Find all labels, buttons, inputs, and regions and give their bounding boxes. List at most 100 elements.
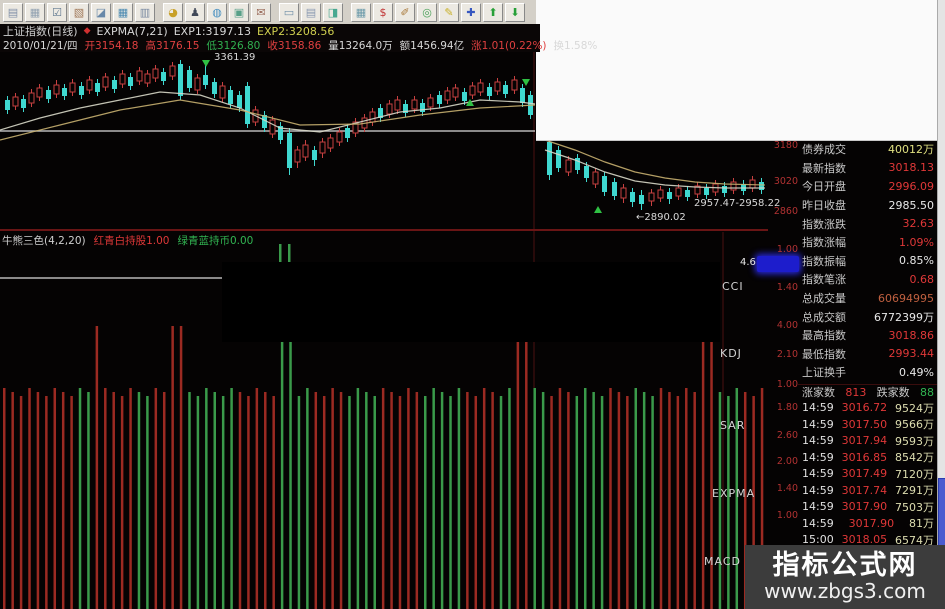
- stat-value: 0.49%: [899, 365, 934, 379]
- crown-icon[interactable]: ♟: [185, 2, 205, 22]
- stat-label: 指数振幅: [802, 254, 846, 268]
- pane-label-cci[interactable]: CCI: [722, 280, 744, 293]
- eraser-icon[interactable]: ◎: [417, 2, 437, 22]
- stat-label: 总成交量: [802, 292, 846, 306]
- refresh-icon[interactable]: ◨: [323, 2, 343, 22]
- info-token: 涨1.01(0.22%): [471, 39, 547, 52]
- layout-icon[interactable]: ▥: [135, 2, 155, 22]
- stat-value: 2993.44: [888, 347, 935, 361]
- peak-price-label: 3361.39: [214, 52, 256, 63]
- tools-icon[interactable]: ✐: [395, 2, 415, 22]
- selection-highlight[interactable]: [757, 256, 799, 272]
- tick-row[interactable]: 14:59 3016.72 9524万: [798, 400, 937, 417]
- tick-time: 14:59: [802, 434, 834, 448]
- scrollbar-thumb[interactable]: [938, 478, 945, 548]
- down-count-value: 88: [919, 385, 934, 399]
- info-token: 低3126.80: [206, 39, 261, 52]
- check-icon[interactable]: ☑: [47, 2, 67, 22]
- pie-icon[interactable]: ◕: [163, 2, 183, 22]
- panel-icon[interactable]: ▤: [301, 2, 321, 22]
- pencil-icon[interactable]: ✎: [439, 2, 459, 22]
- monitor-icon[interactable]: ▭: [279, 2, 299, 22]
- stat-value: 3018.86: [888, 328, 935, 342]
- formula-cash-label: 绿青蓝持币0.00: [177, 235, 254, 247]
- pane-label-expma[interactable]: EXPMA: [712, 487, 756, 500]
- tick-time: 14:59: [802, 417, 834, 431]
- tick-volume: 7120万: [894, 467, 934, 481]
- tick-time: 14:59: [802, 483, 834, 497]
- stat-label: 今日开盘: [802, 180, 846, 194]
- tick-row[interactable]: 14:59 3017.90 81万: [798, 515, 937, 532]
- tick-volume: 7503万: [894, 500, 934, 514]
- save-icon[interactable]: ▣: [229, 2, 249, 22]
- tick-time: 14:59: [802, 500, 834, 514]
- stat-value: 1.09%: [899, 235, 934, 249]
- stat-value: 60694995: [878, 291, 934, 305]
- tick-row[interactable]: 14:59 3017.90 7503万: [798, 499, 937, 516]
- tick-row[interactable]: 14:59 3017.50 9566万: [798, 416, 937, 433]
- indicator-name[interactable]: EXPMA(7,21): [96, 24, 168, 38]
- highlight-value: 4.6: [740, 257, 756, 268]
- tick-list[interactable]: 14:59 3016.72 9524万 14:59 3017.50 9566万 14:59 3…: [798, 400, 937, 549]
- market-stat-row: 最新指数 3018.13: [798, 159, 937, 178]
- tick-price: 3017.90: [848, 516, 895, 530]
- pane-label-macd[interactable]: MACD: [704, 555, 741, 568]
- stat-label: 昨日收盘: [802, 199, 846, 213]
- market-stat-row: 今日开盘 2996.09: [798, 177, 937, 196]
- table-icon[interactable]: ▦: [351, 2, 371, 22]
- globe-icon[interactable]: ◍: [207, 2, 227, 22]
- up-count-label: 涨家数: [802, 386, 835, 400]
- info-token: 2010/01/21/四: [3, 39, 78, 52]
- pane-label-kdj[interactable]: KDJ: [720, 347, 742, 360]
- stock-pick-icon[interactable]: ▧: [69, 2, 89, 22]
- calendar-icon[interactable]: ▦: [113, 2, 133, 22]
- tick-price: 3017.49: [841, 467, 888, 481]
- report-icon[interactable]: ▦: [25, 2, 45, 22]
- tick-row[interactable]: 15:00 3018.05 6574万: [798, 532, 937, 549]
- formula-name[interactable]: 牛熊三色(4,2,20): [2, 235, 86, 247]
- news-icon[interactable]: ▤: [3, 2, 23, 22]
- market-stat-row: 债券成交 40012万: [798, 140, 937, 159]
- pane-divider: [0, 229, 768, 231]
- tick-row[interactable]: 14:59 3017.74 7291万: [798, 482, 937, 499]
- market-stat-row: 上证换手 0.49%: [798, 363, 937, 382]
- stat-value: 2996.09: [888, 179, 935, 193]
- toolbar: ▤ ▦ ☑ ▧ ◪ ▦ ▥ ◕ ♟ ◍ ▣ ✉ ▭ ▤ ◨ ▦ $ ✐ ◎ ✎ ✚ ⬆ ⬇: [0, 0, 539, 25]
- tick-row[interactable]: 14:59 3017.49 7120万: [798, 466, 937, 483]
- page-background: [536, 0, 945, 141]
- ohlc-info-line: 2010/01/21/四 开3154.18 高3176.15 低3126.80 收315…: [0, 38, 597, 52]
- stat-label: 最新指数: [802, 161, 846, 175]
- indicator-formula-line: 牛熊三色(4,2,20) 红青白持股1.00 绿青蓝持币0.00: [2, 233, 254, 247]
- scrollbar[interactable]: [937, 0, 945, 609]
- stat-value: 40012万: [888, 143, 934, 157]
- mail-icon[interactable]: ✉: [251, 2, 271, 22]
- axis-value: 1.00: [776, 379, 798, 390]
- info-token: 换1.58%: [553, 39, 598, 52]
- indicator-marker-icon: ◆: [83, 26, 91, 36]
- stat-label: 指数笔涨: [802, 273, 846, 287]
- tick-volume: 7291万: [894, 484, 934, 498]
- arrow-up-icon[interactable]: ⬆: [483, 2, 503, 22]
- tick-price: 3017.94: [841, 434, 888, 448]
- market-stat-row: 最低指数 2993.44: [798, 345, 937, 364]
- axis-value: 1.80: [776, 402, 798, 413]
- tick-row[interactable]: 14:59 3016.85 8542万: [798, 449, 937, 466]
- stat-value: 3018.13: [888, 161, 935, 175]
- exp1-value: EXP1:3197.13: [173, 24, 252, 38]
- axis-value: 2.00: [776, 456, 798, 467]
- arrow-down-icon[interactable]: ⬇: [505, 2, 525, 22]
- chart-title-bar: 上证指数(日线) ◆ EXPMA(7,21) EXP1:3197.13 EXP2…: [0, 24, 540, 38]
- money-icon[interactable]: $: [373, 2, 393, 22]
- low-price-label: ←2890.02: [636, 212, 686, 223]
- tick-volume: 81万: [908, 517, 934, 531]
- pane-label-sar[interactable]: SAR: [720, 419, 746, 432]
- tick-row[interactable]: 14:59 3017.94 9593万: [798, 433, 937, 450]
- brush-icon[interactable]: ◪: [91, 2, 111, 22]
- stat-label: 上证换手: [802, 366, 846, 380]
- axis-value: 3020: [773, 176, 798, 187]
- stat-value: 0.85%: [899, 254, 934, 268]
- tick-price: 3017.90: [841, 500, 888, 514]
- info-token: 开3154.18: [84, 39, 139, 52]
- move-icon[interactable]: ✚: [461, 2, 481, 22]
